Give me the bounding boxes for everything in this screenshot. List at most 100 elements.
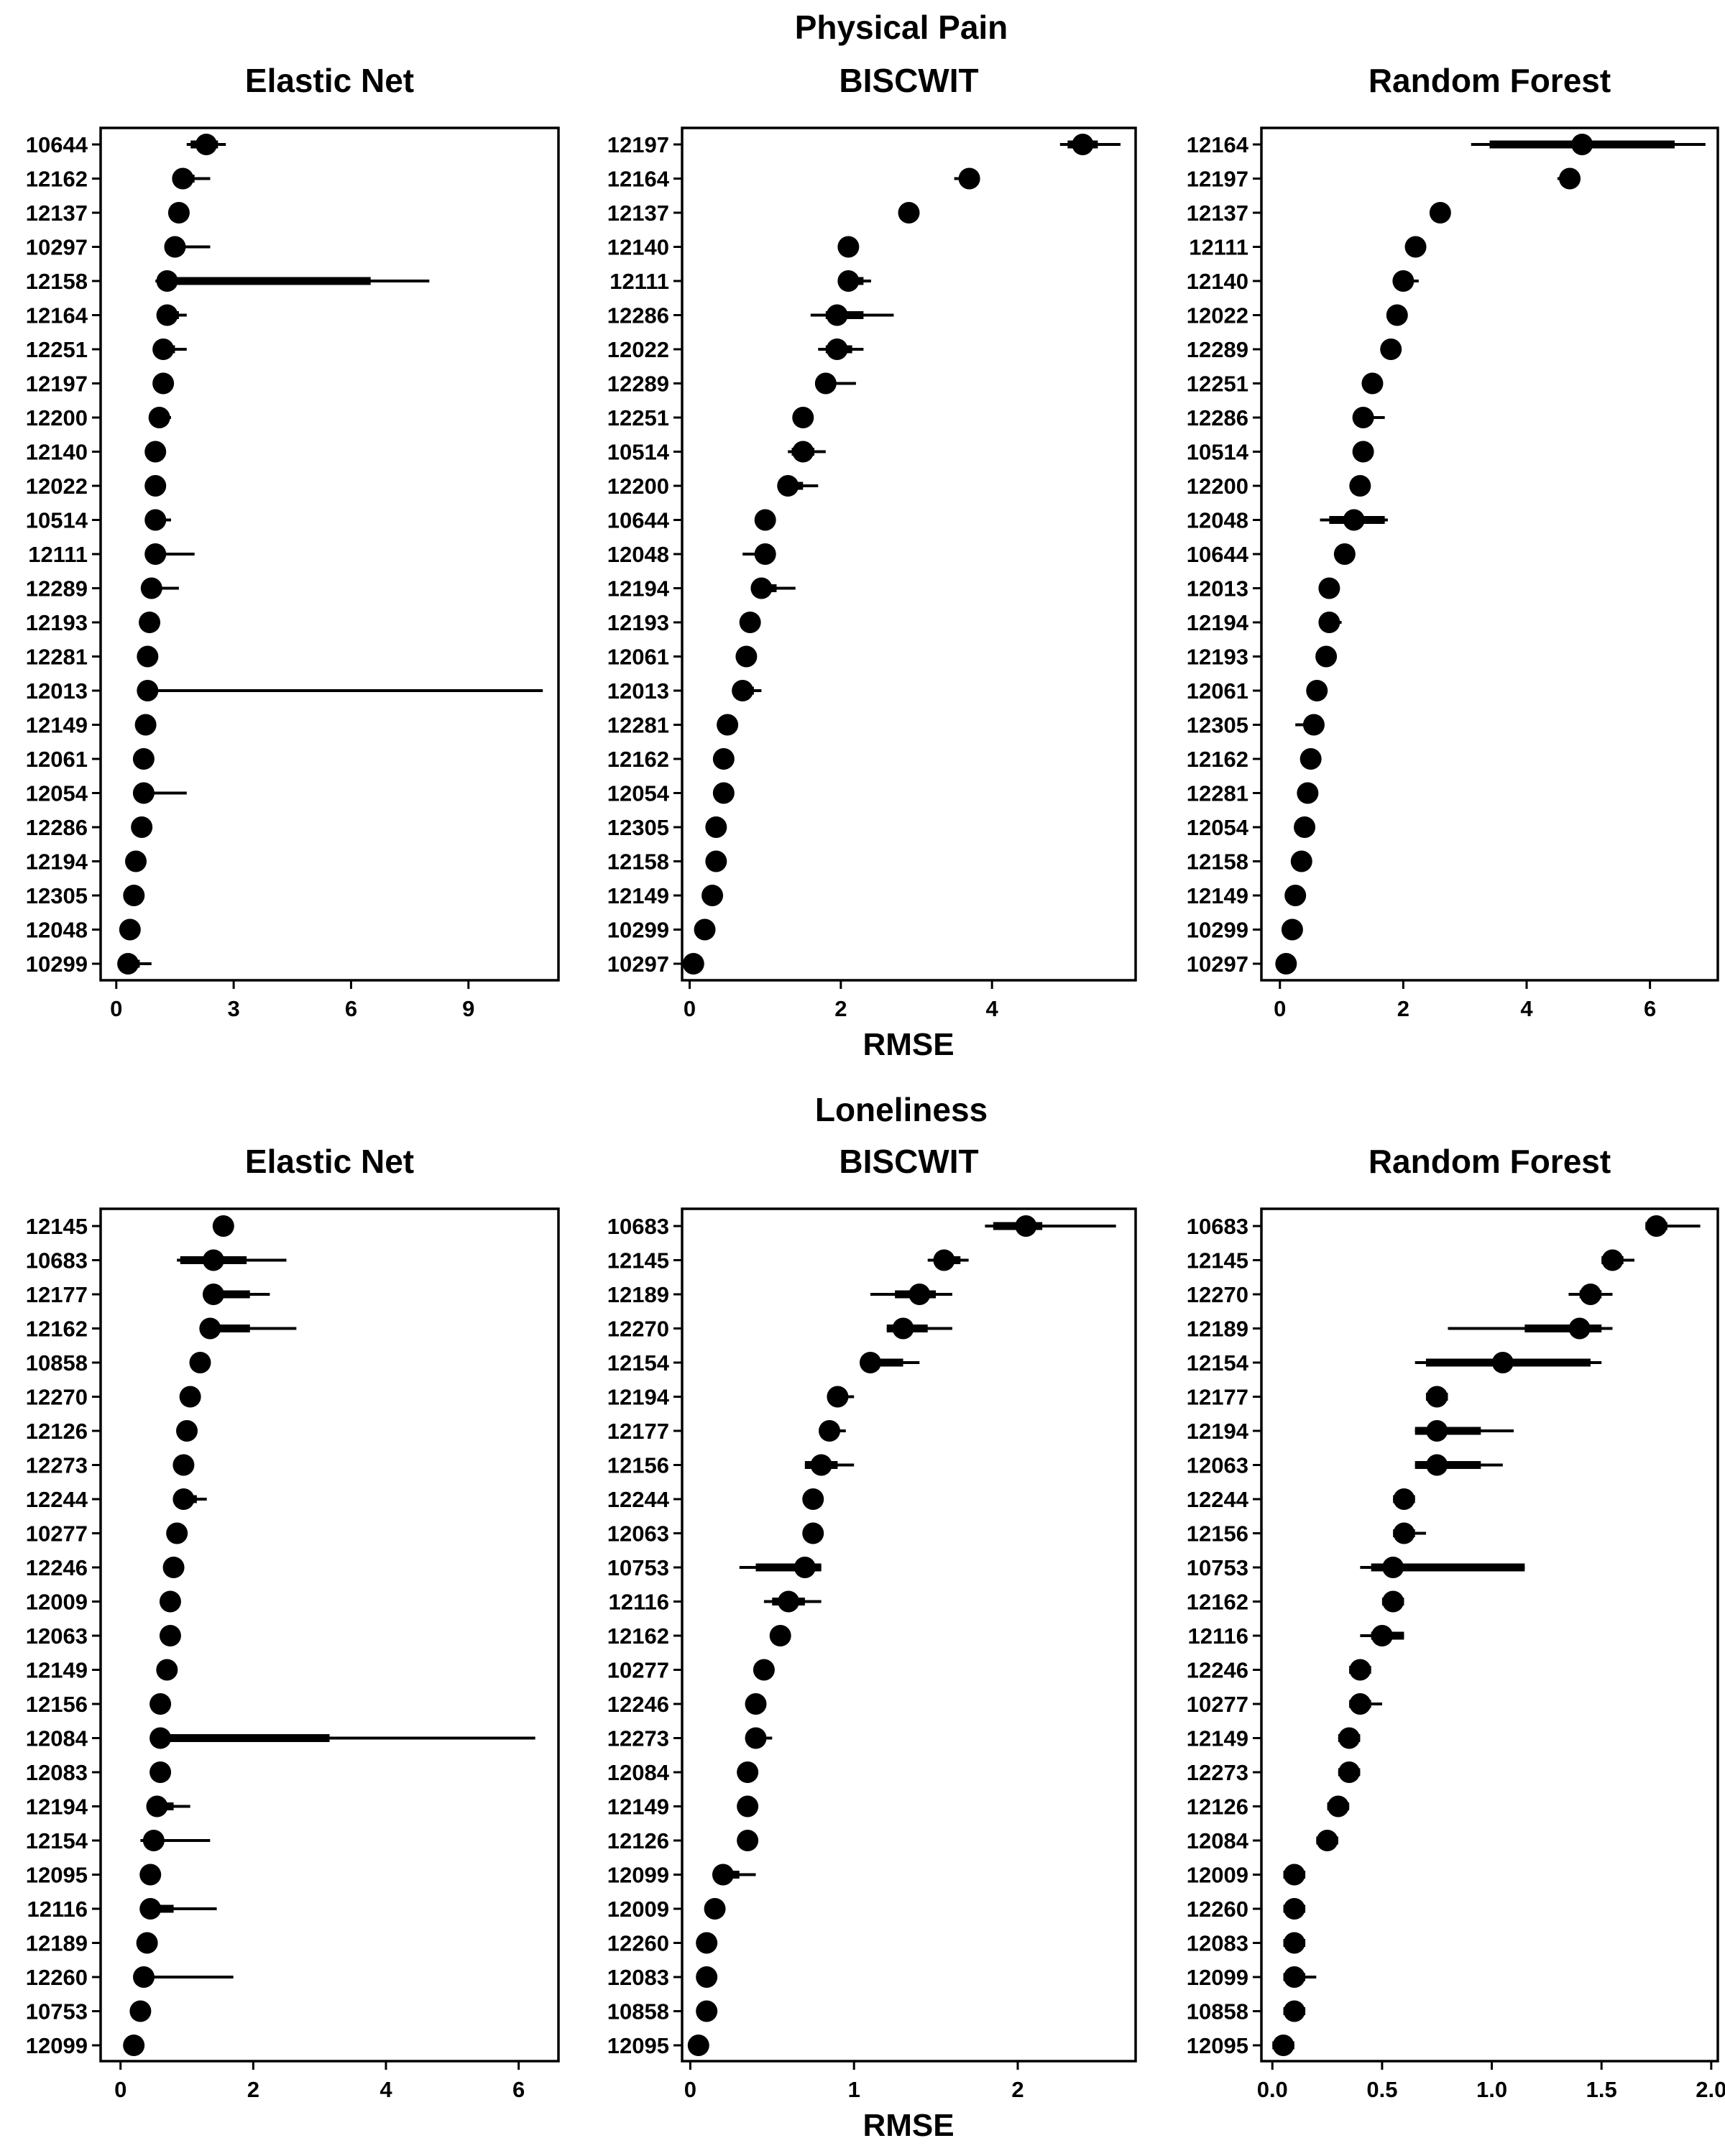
point-marker [1361, 372, 1384, 395]
point-marker [133, 1966, 155, 1988]
data-point-12286: 12286 [26, 815, 153, 840]
y-tick-label: 10683 [607, 1214, 669, 1239]
data-point-12193: 12193 [26, 610, 161, 635]
point-marker [826, 338, 848, 360]
y-tick-label: 12126 [607, 1828, 669, 1853]
y-tick-label: 12061 [607, 645, 669, 670]
data-point-12200: 12200 [1187, 474, 1371, 499]
y-tick-label: 12149 [26, 713, 88, 738]
data-point-10299: 10299 [607, 918, 716, 943]
data-point-12193: 12193 [607, 610, 761, 635]
data-point-12305: 12305 [607, 815, 727, 840]
data-point-10297: 10297 [26, 235, 211, 260]
y-tick-label: 12200 [1187, 474, 1248, 499]
y-tick-label: 12111 [28, 542, 88, 567]
point-marker [148, 407, 170, 428]
point-marker [132, 748, 155, 770]
y-tick-label: 12260 [607, 1931, 669, 1956]
data-point-12083: 12083 [1187, 1931, 1306, 1956]
data-point-12158: 12158 [607, 849, 727, 875]
point-marker [1392, 270, 1414, 292]
data-point-12260: 12260 [26, 1965, 234, 1990]
point-marker [802, 1522, 824, 1544]
panel-1: BISCWIT 0 2 4 12197 12164 12137 12140 12111 12286… [607, 62, 1137, 1021]
point-marker [792, 441, 814, 463]
point-marker [705, 816, 727, 838]
point-marker [172, 1488, 195, 1510]
data-point-10277: 10277 [1187, 1692, 1382, 1717]
x-tick-label: 1.0 [1476, 2077, 1507, 2102]
y-tick-label: 12048 [1187, 508, 1248, 533]
y-tick-label: 10514 [1187, 440, 1249, 465]
point-marker [717, 714, 739, 736]
y-tick-label: 12244 [1187, 1487, 1249, 1512]
point-marker [123, 2035, 145, 2056]
plot-frame [1260, 126, 1719, 982]
point-marker [172, 1454, 195, 1476]
y-tick-label: 10858 [26, 1350, 88, 1376]
y-tick-label: 12095 [26, 1863, 88, 1888]
x-tick-label: 3 [227, 996, 239, 1021]
y-tick-label: 12084 [607, 1760, 670, 1785]
y-tick-label: 12156 [26, 1692, 88, 1717]
y-tick-label: 12116 [609, 1590, 670, 1615]
data-point-12200: 12200 [607, 474, 819, 499]
point-marker [769, 1625, 791, 1646]
y-tick-label: 12305 [26, 883, 88, 908]
data-point-12022: 12022 [607, 337, 864, 362]
data-point-12244: 12244 [607, 1487, 824, 1512]
point-marker [694, 918, 716, 941]
panel-title: BISCWIT [839, 62, 978, 99]
y-tick-label: 12197 [607, 132, 669, 157]
point-marker [139, 1864, 162, 1886]
data-point-12013: 12013 [26, 678, 543, 704]
y-tick-label: 12149 [1187, 1726, 1248, 1751]
point-marker [687, 2035, 709, 2056]
point-marker [142, 1830, 165, 1851]
y-tick-label: 12194 [607, 1385, 670, 1410]
point-marker [152, 338, 175, 360]
y-tick-label: 10299 [1187, 918, 1248, 943]
x-tick-label: 0 [114, 2077, 126, 2102]
data-point-12063: 12063 [26, 1623, 181, 1649]
data-point-12305: 12305 [1187, 713, 1325, 738]
data-point-12149: 12149 [26, 713, 157, 738]
data-point-12013: 12013 [1187, 576, 1340, 602]
data-point-12246: 12246 [26, 1555, 185, 1580]
point-marker [1315, 645, 1338, 668]
point-marker [1015, 1215, 1037, 1237]
y-tick-label: 12140 [26, 440, 88, 465]
data-point-12154: 12154 [26, 1828, 211, 1853]
y-tick-label: 12083 [607, 1965, 669, 1990]
data-point-12289: 12289 [26, 576, 179, 602]
data-point-12063: 12063 [607, 1521, 824, 1547]
y-tick-label: 12158 [26, 269, 88, 294]
y-tick-label: 12251 [607, 405, 669, 430]
data-point-12048: 12048 [1187, 508, 1388, 533]
data-point-12246: 12246 [1187, 1658, 1371, 1683]
data-point-12158: 12158 [26, 269, 430, 294]
point-marker [137, 680, 159, 701]
point-marker [1327, 1795, 1349, 1818]
data-point-12177: 12177 [1187, 1385, 1448, 1410]
y-tick-label: 12061 [1187, 678, 1248, 704]
point-marker [754, 543, 776, 565]
y-tick-label: 12162 [607, 747, 669, 772]
y-tick-label: 12289 [1187, 337, 1248, 362]
y-tick-label: 12289 [26, 576, 88, 602]
y-tick-label: 10644 [607, 508, 670, 533]
point-marker [745, 1727, 767, 1749]
point-marker [189, 1352, 211, 1373]
data-point-12260: 12260 [1187, 1897, 1306, 1922]
y-tick-label: 12270 [26, 1385, 88, 1410]
point-marker [705, 850, 727, 872]
y-tick-label: 10514 [26, 508, 88, 533]
data-point-12273: 12273 [26, 1453, 195, 1478]
data-point-10514: 10514 [26, 508, 171, 533]
data-point-12149: 12149 [26, 1658, 178, 1683]
point-marker [172, 167, 194, 190]
point-marker [123, 885, 145, 906]
y-tick-label: 12154 [607, 1350, 670, 1376]
y-tick-label: 12281 [26, 645, 88, 670]
point-marker [837, 270, 860, 292]
